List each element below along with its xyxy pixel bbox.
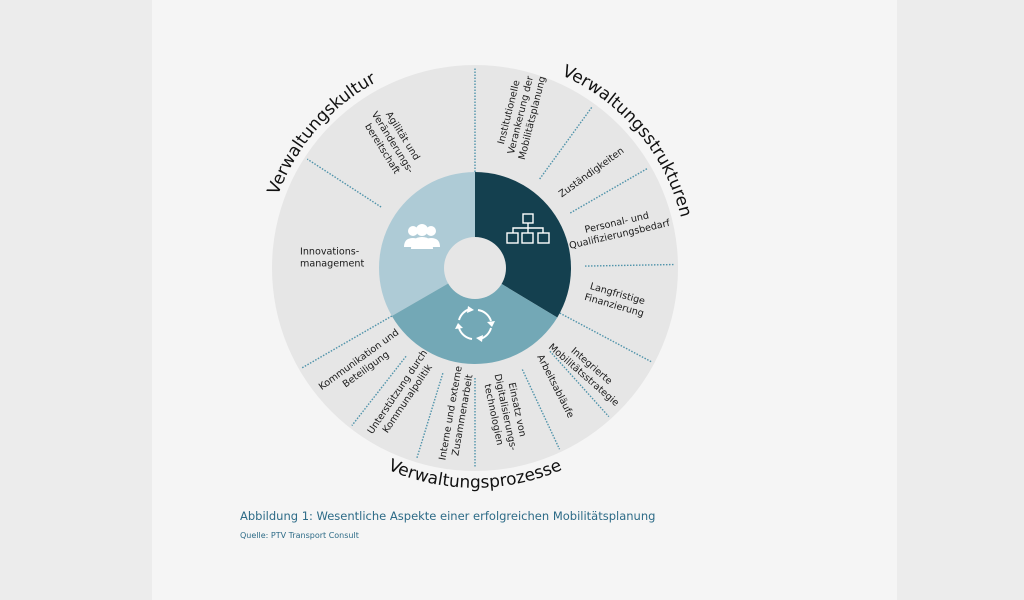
divider-line [584, 263, 675, 267]
label-innovation: Innovations-management [300, 247, 365, 270]
divider-line [351, 355, 407, 427]
divider-line [549, 350, 610, 418]
divider-line [301, 315, 393, 369]
cycle-arrows-icon [455, 306, 495, 342]
divider-line [539, 105, 594, 180]
divider-line [415, 372, 444, 460]
org-chart-icon [506, 213, 550, 244]
segment-prozesse [391, 268, 558, 364]
divider-line [559, 312, 652, 363]
center-hole [444, 237, 506, 299]
divider-lines [301, 68, 675, 468]
label-line: management [300, 259, 365, 270]
divider-line [569, 167, 649, 214]
figure-source: Quelle: PTV Transport Consult [240, 531, 359, 540]
label-line: Innovations- [300, 247, 359, 258]
divider-line [306, 158, 382, 208]
divider-line [521, 369, 561, 450]
figure-caption: Abbildung 1: Wesentliche Aspekte einer e… [240, 509, 656, 523]
people-group-icon [404, 224, 440, 249]
